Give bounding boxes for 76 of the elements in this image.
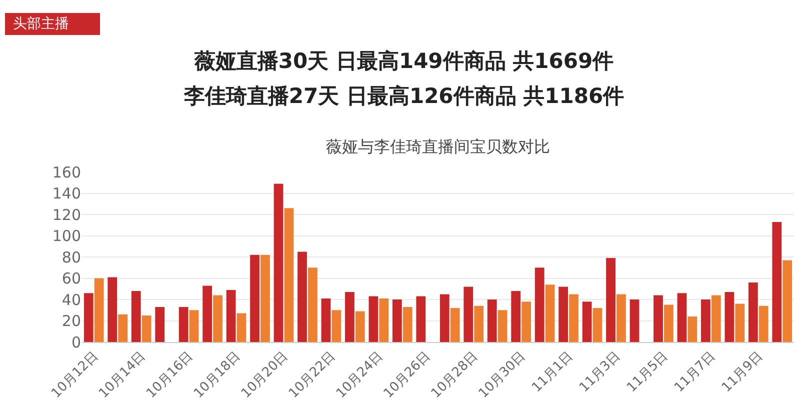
y-tick-label: 80 xyxy=(62,248,81,266)
x-tick-label: 11月7日 xyxy=(672,348,718,396)
bar xyxy=(308,268,318,342)
bar xyxy=(735,304,745,342)
y-tick-label: 0 xyxy=(71,333,81,352)
y-tick-label: 140 xyxy=(52,184,81,202)
bar xyxy=(226,290,236,342)
bar xyxy=(284,208,294,342)
bar xyxy=(664,304,674,342)
bar xyxy=(677,293,687,342)
bar xyxy=(474,306,484,342)
bar xyxy=(345,292,354,342)
bar xyxy=(250,254,260,342)
chart-title: 薇娅直播30天 日最高149件商品 共1669件 xyxy=(193,48,615,75)
bar xyxy=(416,296,426,342)
bar xyxy=(94,278,104,342)
text: 头部主播 xyxy=(5,13,100,35)
bar xyxy=(545,284,555,342)
bar xyxy=(440,294,450,342)
bar xyxy=(569,294,578,342)
bar xyxy=(464,286,474,342)
bar xyxy=(189,310,199,342)
bar xyxy=(606,258,616,342)
x-tick-label: 11月1日 xyxy=(529,348,576,396)
bar xyxy=(108,277,118,342)
chart-subtitle: 李佳琦直播27天 日最高126件商品 共1186件 xyxy=(182,83,626,110)
y-tick-label: 20 xyxy=(62,312,81,330)
bar xyxy=(701,300,710,342)
bar xyxy=(558,286,568,342)
bar xyxy=(450,308,460,342)
x-tick-label: 11月5日 xyxy=(624,348,671,396)
bar xyxy=(782,260,792,342)
bar xyxy=(748,282,758,342)
bar xyxy=(260,254,270,342)
y-tick-label: 40 xyxy=(62,290,81,309)
bar xyxy=(758,306,768,342)
bar xyxy=(487,300,497,342)
bar xyxy=(236,313,246,342)
bar xyxy=(213,295,222,342)
x-tick-label: 11月3日 xyxy=(576,348,624,396)
bar xyxy=(522,302,531,342)
bar xyxy=(630,300,640,342)
bar xyxy=(142,315,152,342)
bar xyxy=(402,306,412,342)
y-tick-label: 160 xyxy=(52,163,81,182)
text: 薇娅与李佳琦直播间宝贝数对比 xyxy=(326,137,550,156)
bar xyxy=(368,296,378,342)
bar xyxy=(616,294,626,342)
bar xyxy=(379,298,389,342)
bar xyxy=(498,310,508,342)
bar xyxy=(355,311,365,342)
y-tick-label: 120 xyxy=(52,206,81,224)
bar xyxy=(711,295,721,342)
bar xyxy=(321,298,331,342)
bar xyxy=(131,291,141,342)
x-tick-label: 10月30日 xyxy=(476,348,528,402)
bar xyxy=(274,184,284,342)
bar xyxy=(118,314,128,342)
bar xyxy=(688,316,698,342)
bar xyxy=(202,286,212,342)
bar xyxy=(511,291,521,342)
bar xyxy=(298,252,307,342)
bar xyxy=(392,300,402,342)
y-tick-label: 60 xyxy=(62,270,81,288)
bar xyxy=(84,293,94,342)
bar xyxy=(534,268,544,342)
bar xyxy=(155,306,165,342)
bar xyxy=(772,222,782,342)
bar xyxy=(332,310,342,342)
x-tick-label: 11月9日 xyxy=(719,348,766,396)
bar xyxy=(582,302,592,342)
y-tick-label: 100 xyxy=(52,227,81,245)
bar xyxy=(654,295,663,342)
bar xyxy=(178,306,188,342)
bar xyxy=(592,308,602,342)
bar xyxy=(724,292,734,342)
